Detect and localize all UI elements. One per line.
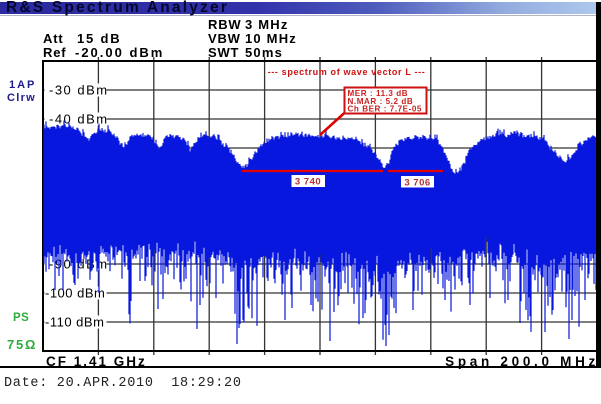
svg-text:N.MAR : 5.2 dB: N.MAR : 5.2 dB [348, 97, 414, 106]
svg-text:-110 dBm: -110 dBm [45, 314, 104, 329]
svg-text:-100 dBm: -100 dBm [45, 285, 105, 300]
svg-text:Ch BER : 7.7E-05: Ch BER : 7.7E-05 [348, 105, 422, 114]
svg-text:3 740: 3 740 [295, 177, 321, 188]
svg-text:-40 dBm: -40 dBm [49, 111, 109, 126]
svg-text:--- spectrum of wave vector L: --- spectrum of wave vector L --- [268, 67, 426, 77]
svg-text:MER : 11.3 dB: MER : 11.3 dB [348, 89, 409, 98]
svg-text:-30 dBm: -30 dBm [49, 82, 109, 97]
svg-text:3 706: 3 706 [404, 177, 430, 188]
